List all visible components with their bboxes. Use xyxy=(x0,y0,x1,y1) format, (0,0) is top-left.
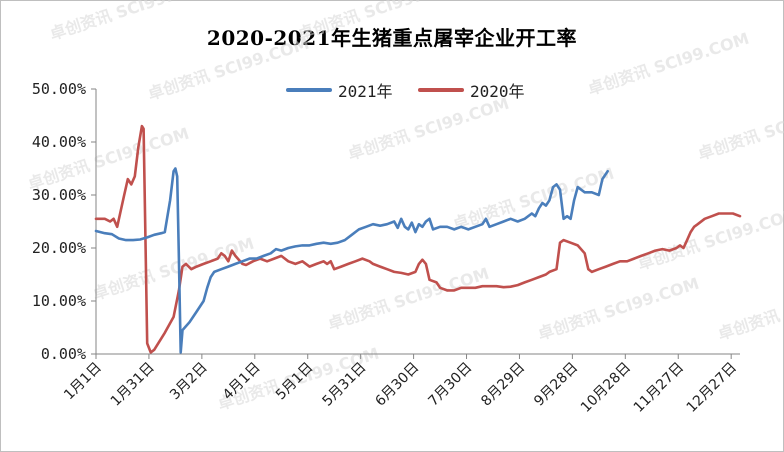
x-tick-label: 12月27日 xyxy=(684,360,740,416)
watermark-7: 卓创资讯 SCI99.COM xyxy=(450,164,616,234)
series-layer xyxy=(94,124,742,354)
watermark-3: 卓创资讯 SCI99.COM xyxy=(145,34,311,104)
series-line-2020年 xyxy=(94,124,742,354)
y-tick-label: 10.00% xyxy=(32,292,86,310)
legend-label-2020: 2020年 xyxy=(470,82,525,101)
x-tick-label: 7月30日 xyxy=(425,360,475,410)
axes: 0.00%10.00%20.00%30.00%40.00%50.00%1月1日 1… xyxy=(32,80,740,416)
watermark-1: 卓创资讯 SCI99.COM xyxy=(295,0,461,44)
x-tick-label: 10月28日 xyxy=(578,360,634,416)
legend-label-2021: 2021年 xyxy=(338,82,393,101)
watermark-8: 卓创资讯 SCI99.COM xyxy=(635,204,784,274)
x-tick-label: 1月31日 xyxy=(108,360,158,410)
legend-item-2021: 2021年 xyxy=(286,80,393,101)
x-tick-label: 3月2日 xyxy=(167,360,211,404)
x-tick-label: 6月30日 xyxy=(372,360,422,410)
watermark-12: 卓创资讯 SCI99.COM xyxy=(715,274,784,344)
watermark-2: 卓创资讯 SCI99.COM xyxy=(585,29,751,99)
x-tick-label: 1月1日 xyxy=(61,360,105,404)
x-tick-label: 8月29日 xyxy=(478,360,528,410)
watermark-5: 卓创资讯 SCI99.COM xyxy=(695,94,784,164)
y-tick-label: 40.00% xyxy=(32,133,86,151)
chart-title: 2020-2021年生猪重点屠宰企业开工率 xyxy=(206,26,578,50)
legend-swatch-2021 xyxy=(286,88,332,92)
legend-item-2020: 2020年 xyxy=(418,80,525,101)
x-tick-label: 9月28日 xyxy=(531,360,581,410)
series-line-2021年 xyxy=(94,167,609,354)
x-tick-label: 11月27日 xyxy=(631,360,687,416)
watermark-11: 卓创资讯 SCI99.COM xyxy=(535,274,701,344)
y-tick-label: 20.00% xyxy=(32,239,86,257)
watermark-9: 卓创资讯 SCI99.COM xyxy=(90,234,256,304)
watermark-4: 卓创资讯 SCI99.COM xyxy=(345,94,511,164)
legend-swatch-2020 xyxy=(418,88,464,92)
y-tick-label: 50.00% xyxy=(32,80,86,98)
y-tick-label: 30.00% xyxy=(32,186,86,204)
y-tick-label: 0.00% xyxy=(41,345,86,363)
watermark-0: 卓创资讯 SCI99.COM xyxy=(47,0,213,44)
